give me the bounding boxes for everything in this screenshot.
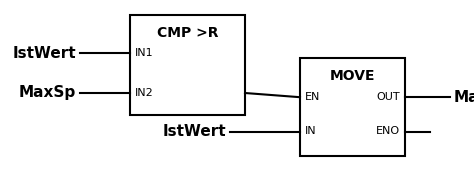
Text: MaxSp: MaxSp — [454, 90, 474, 105]
Text: OUT: OUT — [376, 92, 400, 102]
Text: IN1: IN1 — [135, 48, 154, 58]
Text: MOVE: MOVE — [330, 69, 375, 83]
Text: CMP >R: CMP >R — [157, 26, 218, 40]
Text: IstWert: IstWert — [163, 124, 226, 139]
Text: IN2: IN2 — [135, 88, 154, 98]
Bar — [300, 58, 405, 156]
Text: ENO: ENO — [376, 127, 400, 136]
Text: MaxSp: MaxSp — [19, 85, 76, 100]
Text: IstWert: IstWert — [12, 45, 76, 60]
Text: IN: IN — [305, 127, 317, 136]
Bar — [130, 15, 245, 115]
Text: EN: EN — [305, 92, 320, 102]
